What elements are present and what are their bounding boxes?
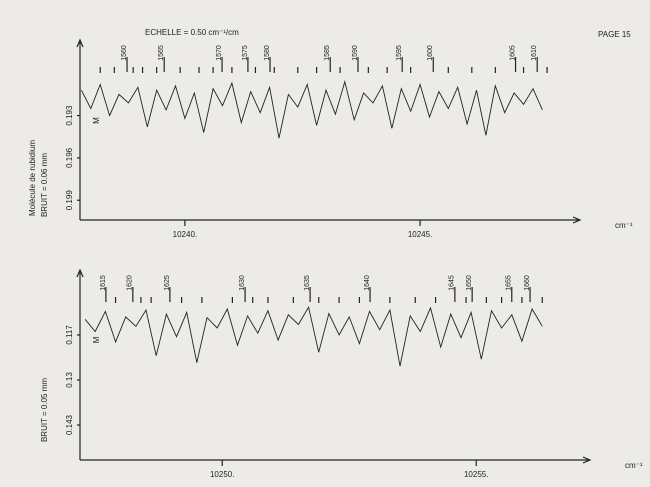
spectrum-line	[84, 305, 543, 367]
spectrum-line	[80, 79, 543, 139]
y-axis-label: M	[92, 336, 101, 343]
line-number: 1575	[242, 45, 249, 61]
y-tick-label: 0.117	[65, 325, 74, 345]
y-tick-label: 0.13	[65, 372, 74, 388]
x-axis-label: cm⁻¹	[615, 221, 633, 230]
noise-label: BRUIT = 0.06 mm	[40, 153, 49, 217]
molecule-label: Molécule de rubidium	[28, 140, 37, 216]
noise-label: BRUIT = 0.05 mm	[40, 378, 49, 442]
x-axis	[80, 456, 592, 464]
y-tick-label: 0.143	[65, 414, 74, 435]
line-number: 1655	[506, 275, 513, 291]
y-tick-label: 0.199	[65, 190, 74, 211]
line-number: 1625	[164, 275, 171, 291]
line-number: 1650	[466, 275, 473, 291]
x-tick-label: 10250.	[210, 470, 234, 479]
line-number: 1585	[324, 45, 331, 61]
line-number: 1660	[524, 275, 531, 291]
line-number: 1645	[449, 275, 456, 291]
y-tick-label: 0.193	[65, 105, 74, 126]
line-number: 1610	[531, 45, 538, 61]
x-axis-label: cm⁻¹	[625, 461, 643, 470]
y-axis	[76, 38, 84, 220]
line-number: 1580	[264, 45, 271, 61]
line-number: 1635	[304, 275, 311, 291]
line-number: 1600	[427, 45, 434, 61]
line-number: 1615	[100, 275, 107, 291]
line-number: 1570	[216, 45, 223, 61]
x-tick-label: 10240.	[173, 230, 197, 239]
x-tick-label: 10245.	[408, 230, 432, 239]
line-number: 1565	[158, 45, 165, 61]
line-number: 1595	[396, 45, 403, 61]
line-number: 1640	[364, 275, 371, 291]
line-number: 1605	[509, 45, 516, 61]
y-axis-label: M	[92, 117, 101, 124]
page-number: PAGE 15	[598, 30, 631, 39]
line-number: 1560	[121, 45, 128, 61]
line-number: 1590	[352, 45, 359, 61]
x-axis	[80, 216, 582, 224]
line-number: 1620	[127, 275, 134, 291]
scale-title: ECHELLE = 0.50 cm⁻¹/cm	[145, 28, 239, 37]
y-axis	[76, 268, 84, 460]
y-tick-label: 0.196	[65, 147, 74, 168]
x-tick-label: 10255.	[464, 470, 488, 479]
line-number: 1630	[239, 275, 246, 291]
